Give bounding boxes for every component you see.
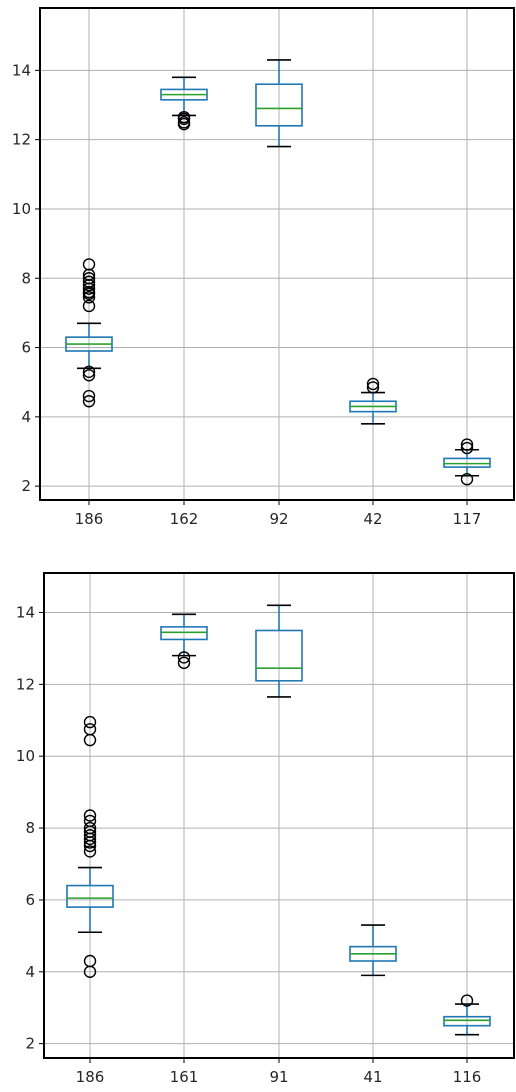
x-tick-label: 186 — [76, 1068, 105, 1086]
y-tick-label: 4 — [21, 408, 31, 426]
x-tick-label: 116 — [453, 1068, 482, 1086]
y-tick-label: 8 — [21, 269, 31, 287]
boxplot-panel-bottom: 2 4 6 8 10 12 14 186 161 91 41 116 — [16, 573, 514, 1086]
axes-frame — [40, 8, 514, 500]
y-tick-label: 8 — [25, 819, 35, 837]
x-tick-label: 91 — [269, 1068, 288, 1086]
x-tick-label: 42 — [363, 510, 382, 528]
x-tick-label: 117 — [453, 510, 482, 528]
x-tick-label: 161 — [170, 1068, 199, 1086]
boxplot-panel-top: 2 4 6 8 10 12 14 186 162 92 42 117 — [12, 8, 514, 528]
x-tick-label: 162 — [170, 510, 199, 528]
y-tick-label: 2 — [21, 477, 31, 495]
y-tick-label: 14 — [16, 604, 35, 622]
y-tick-label: 6 — [25, 891, 35, 909]
y-tick-label: 10 — [16, 747, 35, 765]
y-tick-label: 2 — [25, 1035, 35, 1053]
y-tick-label: 10 — [12, 200, 31, 218]
x-tick-label: 41 — [363, 1068, 382, 1086]
y-tick-label: 4 — [25, 963, 35, 981]
x-tick-label: 92 — [269, 510, 288, 528]
y-tick-label: 12 — [12, 131, 31, 149]
x-tick-label: 186 — [75, 510, 104, 528]
y-tick-label: 6 — [21, 339, 31, 357]
y-tick-label: 14 — [12, 61, 31, 79]
y-tick-label: 12 — [16, 675, 35, 693]
